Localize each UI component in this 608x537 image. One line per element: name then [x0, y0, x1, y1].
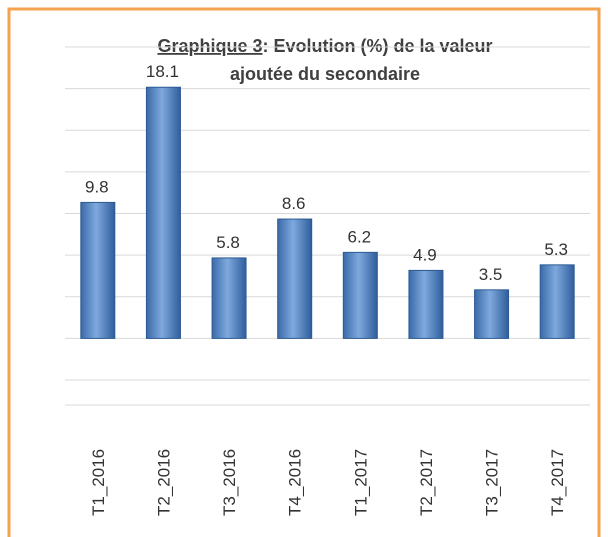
value-label: 6.2 — [347, 227, 371, 246]
value-label: 5.3 — [544, 240, 568, 259]
x-tick-label: T4_2016 — [286, 449, 305, 516]
bar — [342, 251, 378, 339]
bar — [211, 257, 247, 339]
x-tick-label: T3_2017 — [483, 449, 502, 516]
bar — [277, 218, 313, 339]
chart-title: Graphique 3: Evolution (%) de la valeur — [157, 36, 492, 56]
chart-title: ajoutée du secondaire — [230, 64, 420, 84]
x-tick-label: T1_2017 — [351, 449, 370, 516]
x-tick-label: T2_2017 — [417, 449, 436, 516]
bar — [145, 86, 181, 339]
value-label: 9.8 — [85, 177, 109, 196]
value-label: 3.5 — [479, 265, 503, 284]
value-label: 5.8 — [216, 233, 240, 252]
x-tick-label: T4_2017 — [548, 449, 567, 516]
title-rest: : Evolution (%) de la valeur — [262, 36, 492, 56]
title-lead: Graphique 3 — [157, 36, 262, 56]
bar — [474, 289, 510, 339]
value-label: 8.6 — [282, 194, 306, 213]
bar — [539, 264, 575, 339]
value-label: 18.1 — [146, 62, 179, 81]
x-tick-label: T1_2016 — [89, 449, 108, 516]
bar — [80, 201, 116, 339]
x-tick-label: T3_2016 — [220, 449, 239, 516]
x-tick-label: T2_2016 — [154, 449, 173, 516]
bar — [408, 269, 444, 339]
value-label: 4.9 — [413, 245, 437, 264]
frame — [7, 7, 601, 537]
